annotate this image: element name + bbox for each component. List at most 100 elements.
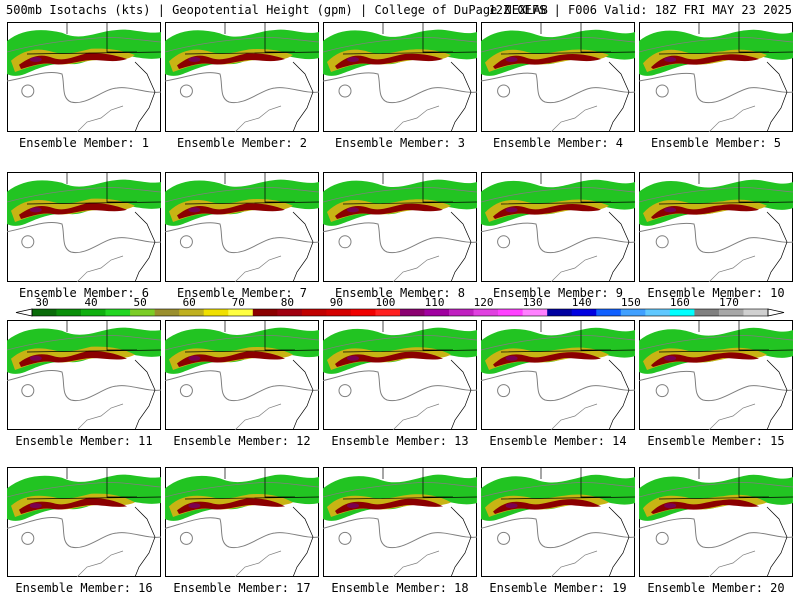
ensemble-member-label: Ensemble Member: 20 <box>647 581 785 595</box>
jet-max <box>505 503 518 509</box>
map-panel-12 <box>165 320 319 430</box>
colorbar-swatch <box>694 309 720 316</box>
colorbar-swatch <box>130 309 155 316</box>
map-panel-2 <box>165 22 319 132</box>
coastline <box>234 105 282 132</box>
height-contour-low <box>179 531 193 545</box>
colorbar-swatch <box>179 309 205 316</box>
political-borders <box>184 22 319 132</box>
colorbar-tick-label: 80 <box>281 297 294 309</box>
map-panel-15 <box>639 320 793 430</box>
colorbar-swatch <box>400 309 425 316</box>
ensemble-member-panel <box>481 467 635 577</box>
colorbar-frame <box>31 308 769 317</box>
height-contour <box>323 482 477 498</box>
ensemble-member-panel <box>639 320 793 430</box>
height-contour-low <box>338 84 352 98</box>
colorbar-swatch <box>718 309 744 316</box>
height-contour <box>481 72 635 104</box>
colorbar-swatch <box>522 309 548 316</box>
ensemble-member-label: Ensemble Member: 13 <box>331 434 469 448</box>
map-panel-9 <box>481 172 635 282</box>
map-panel-18 <box>323 467 477 577</box>
height-contour <box>165 370 319 402</box>
coastline <box>234 550 282 577</box>
colorbar-swatch <box>56 309 82 316</box>
political-borders <box>658 467 793 577</box>
colorbar-tick-label: 90 <box>330 297 343 309</box>
colorbar-swatch <box>498 309 523 316</box>
colorbar-swatch <box>547 309 573 316</box>
map-title: 500mb Isotachs (kts) | Geopotential Heig… <box>6 3 548 17</box>
colorbar-tick-label: 110 <box>425 297 445 309</box>
height-contour <box>7 187 161 203</box>
coastline <box>550 255 598 282</box>
coastline <box>234 403 282 430</box>
coastline <box>392 105 440 132</box>
colorbar-tick-label: 130 <box>523 297 543 309</box>
height-contour <box>7 482 161 498</box>
height-contour <box>165 482 319 498</box>
jet-core-80-100 <box>177 53 285 69</box>
coastline <box>708 255 756 282</box>
political-borders <box>342 467 477 577</box>
ensemble-member-panel <box>639 172 793 282</box>
jet-core-80-100 <box>335 53 443 69</box>
political-borders <box>342 172 477 282</box>
map-panel-6 <box>7 172 161 282</box>
height-contour <box>639 482 793 498</box>
ensemble-member-label: Ensemble Member: 15 <box>647 434 785 448</box>
ensemble-member-label: Ensemble Member: 2 <box>176 136 308 150</box>
ensemble-member-label: Ensemble Member: 9 <box>492 286 624 300</box>
jet-core-80-100 <box>335 351 443 367</box>
map-panel-13 <box>323 320 477 430</box>
jet-max <box>29 57 42 62</box>
colorbar-swatch <box>449 309 474 316</box>
colorbar-swatch <box>277 309 303 316</box>
jet-core-80-100 <box>651 204 759 219</box>
jet-max <box>664 207 677 213</box>
jet-max <box>664 57 677 62</box>
jet-core-80-100 <box>493 499 601 514</box>
coastline <box>708 105 756 132</box>
height-contour <box>481 335 635 351</box>
jet-core-80-100 <box>19 52 127 69</box>
height-contour-low <box>21 235 35 249</box>
ensemble-member-label: Ensemble Member: 5 <box>650 136 782 150</box>
political-borders <box>500 172 635 282</box>
colorbar-swatch <box>154 309 180 316</box>
coastline <box>76 403 124 430</box>
jet-core-80-100 <box>651 499 759 514</box>
jet-core-80-100 <box>19 497 127 514</box>
political-borders <box>658 172 793 282</box>
colorbar-tick-label: 160 <box>670 297 690 309</box>
jet-max <box>29 207 42 213</box>
colorbar-swatch <box>228 309 254 316</box>
ensemble-member-panel <box>7 320 161 430</box>
colorbar-low-arrow <box>15 308 33 317</box>
jet-core-80-100 <box>177 498 285 514</box>
map-panel-10 <box>639 172 793 282</box>
ensemble-member-label: Ensemble Member: 4 <box>492 136 624 150</box>
jet-max <box>347 503 359 509</box>
coastline <box>76 105 124 132</box>
ensemble-member-panel <box>7 172 161 282</box>
jet-max <box>29 503 42 509</box>
jet-max <box>347 207 359 213</box>
political-borders <box>26 467 161 577</box>
ensemble-member-panel <box>639 467 793 577</box>
height-contour <box>481 482 635 498</box>
political-borders <box>184 320 319 430</box>
colorbar-swatch <box>32 309 57 316</box>
political-borders <box>658 320 793 430</box>
ensemble-member-label: Ensemble Member: 3 <box>334 136 466 150</box>
height-contour-low <box>179 384 193 398</box>
ensemble-member-label: Ensemble Member: 8 <box>334 286 466 300</box>
height-contour-low <box>338 531 352 545</box>
ensemble-member-panel <box>165 172 319 282</box>
coastline <box>708 550 756 577</box>
map-panel-20 <box>639 467 793 577</box>
ensemble-member-panel <box>481 22 635 132</box>
height-contour <box>323 187 477 203</box>
jet-max <box>188 355 201 361</box>
